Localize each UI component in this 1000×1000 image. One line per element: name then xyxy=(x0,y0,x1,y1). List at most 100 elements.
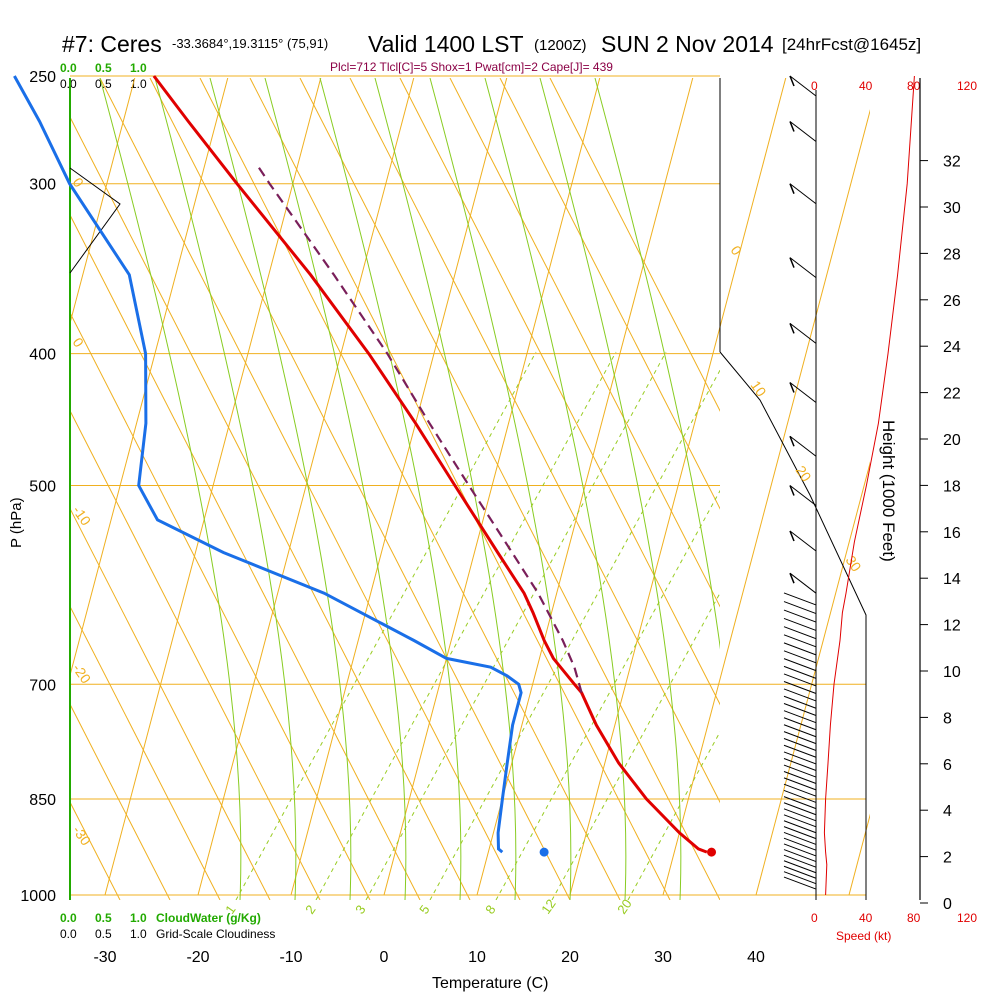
wind-barb-flag xyxy=(789,485,795,496)
mixing-ratio-label: 2 xyxy=(302,902,318,917)
temperature-line xyxy=(152,75,708,854)
wind-barb xyxy=(783,738,817,751)
isotherm xyxy=(197,78,415,896)
cloud-tick-bottom-1: 0.5 xyxy=(95,911,112,925)
height-tick-label: 14 xyxy=(943,571,961,588)
cloud-tick-top-0: 0.0 xyxy=(60,61,77,75)
height-tick-label: 32 xyxy=(943,154,961,171)
wind-barb-flag xyxy=(789,572,795,584)
speed-tick-bottom-0: 0 xyxy=(811,911,818,925)
dry-adiabat xyxy=(70,213,421,900)
dry-adiabat xyxy=(499,78,720,510)
mixing-ratio-labels: 1 2 3 5 8 12 20 xyxy=(222,896,635,916)
dry-adiabat xyxy=(199,78,621,900)
plot-frame xyxy=(69,78,867,900)
isotherm xyxy=(476,78,694,896)
wind-barb xyxy=(783,688,817,702)
wind-barb xyxy=(783,865,817,879)
cloudiness-tick-top-0: 0.0 xyxy=(60,77,77,91)
isotherm xyxy=(70,78,136,326)
height-tick-label: 8 xyxy=(943,710,952,727)
wind-barb xyxy=(789,121,817,142)
wind-barb xyxy=(783,777,817,791)
temp-tick: 30 xyxy=(654,949,672,966)
forecast-label: [24hrFcst@1645z] xyxy=(782,35,921,54)
height-tick-label: 26 xyxy=(943,293,961,310)
isotherm-label: 0 xyxy=(70,335,88,351)
mixing-ratio-line xyxy=(551,592,720,900)
wind-barb xyxy=(789,530,817,552)
wind-barb-flag xyxy=(789,183,795,194)
moist-adiabat xyxy=(319,78,462,900)
isotherm-lines xyxy=(70,78,870,896)
cloud-tick-top-1: 0.5 xyxy=(95,61,112,75)
wind-barb xyxy=(783,826,817,840)
wind-barb xyxy=(783,802,817,816)
height-tick-label: 12 xyxy=(943,618,961,635)
station-title: #7: Ceres xyxy=(62,31,162,57)
isotherm xyxy=(70,78,229,678)
isotherm xyxy=(755,461,870,896)
wind-barb-flag xyxy=(789,382,795,393)
wind-barb xyxy=(783,814,817,828)
wind-barb xyxy=(783,751,817,765)
speed-tick-top-3: 120 xyxy=(957,79,977,93)
moist-adiabat xyxy=(484,78,627,900)
height-tick-label: 28 xyxy=(943,246,961,263)
height-tick-label: 4 xyxy=(943,803,952,820)
wind-barb-flag xyxy=(789,75,795,87)
wind-barb xyxy=(783,783,817,797)
moist-adiabat xyxy=(594,78,720,650)
wind-barb xyxy=(789,75,817,97)
pressure-labels: 250 300 400 500 700 850 1000 xyxy=(20,69,56,905)
speed-tick-top-0: 0 xyxy=(811,79,818,93)
isotherm-label: -30 xyxy=(70,823,95,849)
wind-barb-flag xyxy=(789,323,795,334)
speed-tick-bottom-3: 120 xyxy=(957,911,977,925)
wind-barb xyxy=(783,796,817,810)
height-tick-label: 18 xyxy=(943,478,961,495)
dry-adiabat xyxy=(99,78,521,900)
wind-barbs xyxy=(783,75,817,890)
isotherm-label: -10 xyxy=(70,503,95,529)
wind-barb xyxy=(789,435,817,457)
valid-date: SUN 2 Nov 2014 xyxy=(601,31,774,57)
wind-barb-flag xyxy=(789,530,795,542)
isobar-lines xyxy=(70,75,866,896)
height-tick-label: 6 xyxy=(943,757,952,774)
moist-adiabat xyxy=(264,78,407,900)
wind-barb xyxy=(783,724,817,738)
wind-barb xyxy=(783,820,817,834)
dry-adiabat xyxy=(0,78,20,900)
pressure-label-500: 500 xyxy=(29,479,56,496)
height-axis-label: Height (1000 Feet) xyxy=(879,420,898,562)
wind-barb xyxy=(789,257,817,279)
utc-time: (1200Z) xyxy=(534,37,587,54)
height-tick-label: 2 xyxy=(943,850,952,867)
height-tick-label: 16 xyxy=(943,525,961,542)
wind-barb xyxy=(783,717,817,731)
mixing-ratio-line xyxy=(365,351,667,900)
y-axis-label: P (hPa) xyxy=(8,497,25,548)
speed-tick-bottom-1: 40 xyxy=(859,911,873,925)
isotherm-label: 10 xyxy=(748,378,770,400)
mixing-ratio-line xyxy=(429,369,720,900)
moist-adiabat xyxy=(539,78,682,900)
cloudwater-bottom-scale: 0.0 0.5 1.0 CloudWater (g/Kg) 0.0 0.5 1.… xyxy=(60,911,275,941)
wind-barb xyxy=(783,837,817,851)
pressure-label-700: 700 xyxy=(29,677,56,694)
height-tick-label: 30 xyxy=(943,200,961,217)
dry-adiabat xyxy=(349,78,720,804)
wind-barb xyxy=(783,876,817,890)
wind-barb xyxy=(783,634,817,648)
wind-barb xyxy=(783,860,817,874)
wind-barb xyxy=(783,681,817,694)
dry-adiabat xyxy=(70,311,371,900)
isotherm xyxy=(104,78,322,896)
dry-adiabat xyxy=(149,78,571,900)
dry-adiabat xyxy=(70,116,471,900)
wind-barb xyxy=(789,485,817,506)
height-tick-label: 22 xyxy=(943,386,961,403)
surface-dewpoint-point xyxy=(539,847,549,857)
